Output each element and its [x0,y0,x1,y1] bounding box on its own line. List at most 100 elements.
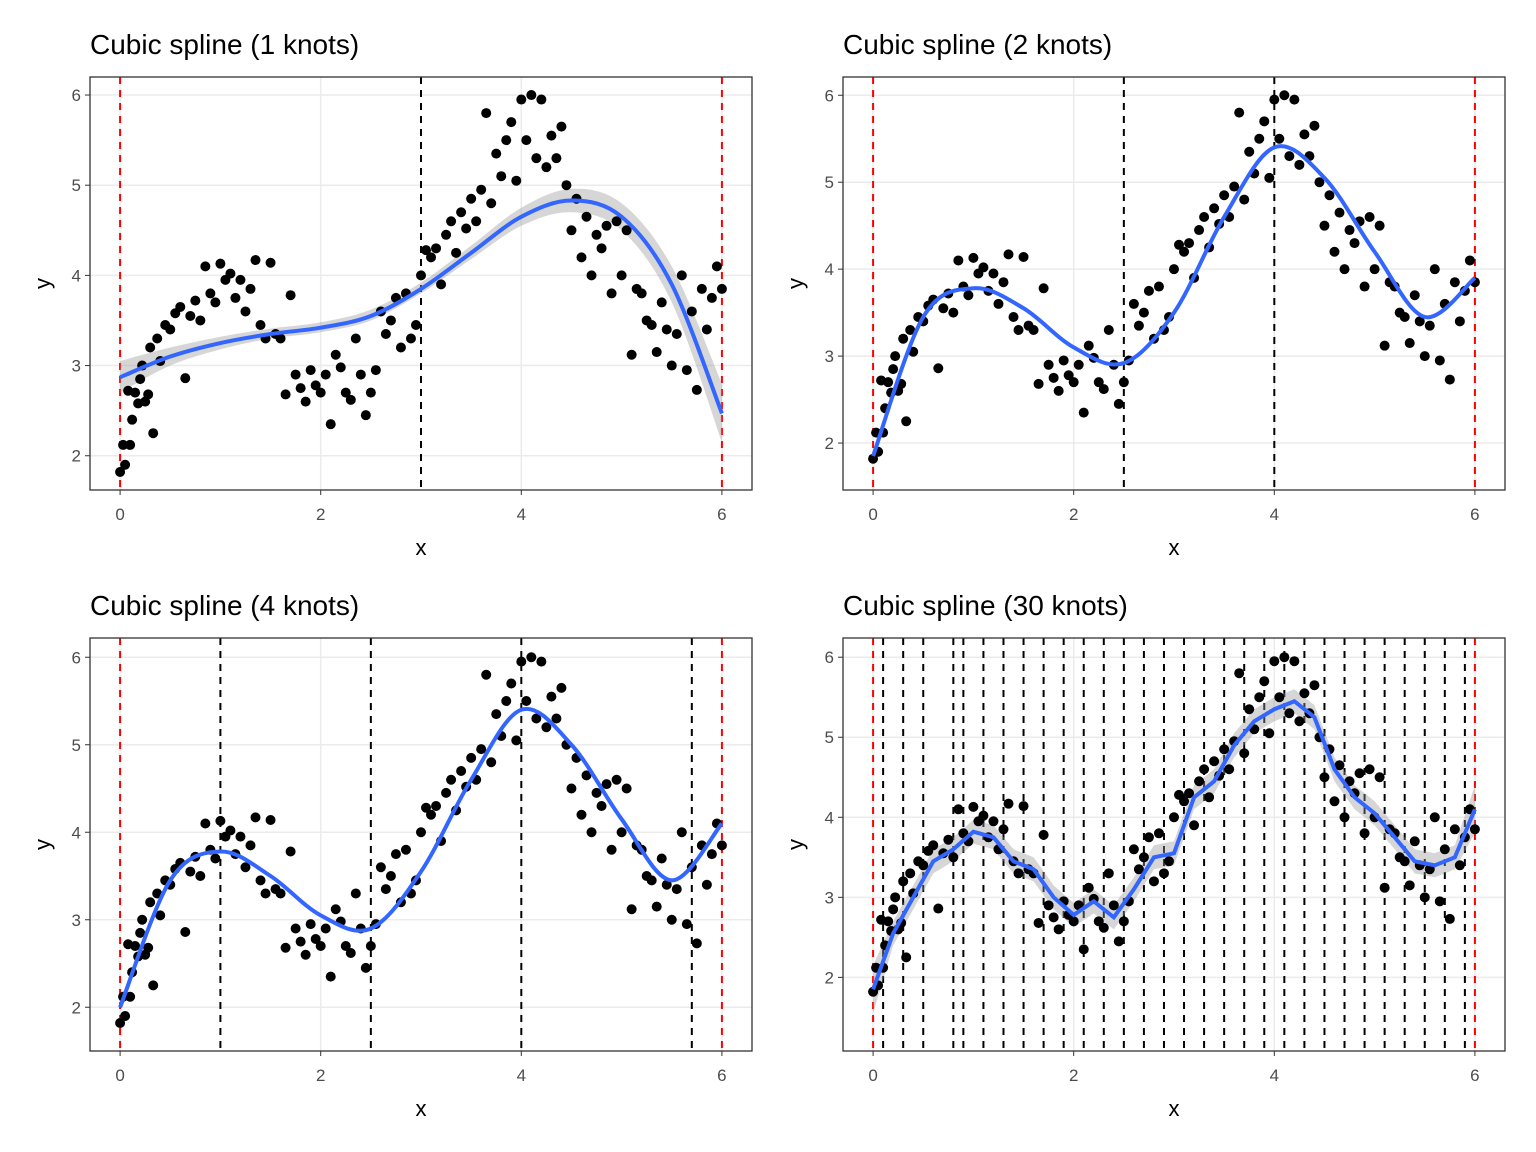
data-point [265,815,276,825]
data-point [888,904,899,915]
x-tick-label: 2 [316,1066,325,1085]
data-point [491,148,502,159]
data-point [1329,796,1340,807]
y-tick-label: 4 [72,266,81,285]
x-tick-label: 6 [1470,1066,1479,1085]
data-point [1083,340,1094,351]
data-point [1464,255,1475,266]
data-point [1058,355,1069,366]
data-point [1158,868,1169,879]
data-point [1254,692,1265,703]
data-point [215,815,226,826]
data-point [883,916,894,927]
data-point [255,319,266,330]
y-tick-label: 3 [72,357,81,376]
data-point [1364,211,1375,222]
data-point [621,783,632,794]
data-point [280,942,291,953]
x-tick-label: 6 [717,505,726,524]
x-axis-label: x [1169,535,1180,560]
data-point [1103,868,1114,879]
data-point [1003,798,1014,809]
data-point [1284,151,1295,162]
data-point [511,175,522,186]
data-point [200,818,211,829]
data-point [325,419,336,430]
data-point [235,831,246,842]
data-point [230,292,241,303]
data-point [1013,868,1024,879]
y-tick-label: 6 [825,86,834,105]
data-point [1194,225,1205,236]
data-point [626,349,637,360]
spline-fit [118,706,724,1008]
data-point [576,252,587,263]
data-point [636,288,647,299]
data-point [551,713,562,724]
data-point [1118,377,1129,388]
data-point [143,389,154,400]
data-point [360,410,371,421]
spline-fit [119,198,724,415]
data-point [1179,796,1190,807]
spline-fit [871,698,1477,991]
data-point [365,941,376,951]
y-tick-label: 4 [72,823,81,842]
data-point [400,844,411,855]
data-point [350,888,361,899]
data-point [1219,744,1230,755]
data-point [365,387,376,398]
data-point [385,871,396,881]
data-point [898,333,909,344]
x-tick-label: 2 [1069,505,1078,524]
data-point [1444,913,1455,924]
data-point [127,414,138,425]
data-point [616,270,627,281]
data-point [205,288,216,299]
data-point [988,268,999,279]
data-point [135,374,146,385]
data-point [245,840,256,851]
data-point [516,94,527,105]
data-point [137,914,148,925]
data-point [556,682,567,693]
data-point [476,184,487,195]
data-point [661,879,672,890]
panel-border [842,637,1506,1052]
data-point [310,380,321,391]
data-point [1279,90,1290,101]
data-point [938,303,949,314]
data-point [1148,876,1159,887]
spline-fit [871,144,1477,457]
data-point [486,757,497,768]
data-point [405,333,416,344]
data-point [491,709,502,720]
data-point [1379,882,1390,893]
data-point [1349,238,1360,249]
data-point [340,387,351,398]
data-point [1043,900,1054,911]
data-point [601,779,612,790]
data-point [651,347,662,358]
data-point [421,245,432,256]
y-tick-label: 3 [825,888,834,907]
data-point [1284,708,1295,719]
y-tick-label: 5 [825,173,834,192]
data-point [335,362,346,373]
data-point [130,387,141,398]
data-point [581,211,592,222]
data-point [581,770,592,781]
panel: Cubic spline (30 knots) 2 3 4 5 6 0 2 4 6 x y [783,590,1506,1121]
data-point [611,774,622,785]
data-point [531,153,542,164]
y-tick-label: 2 [825,968,834,987]
data-point [1013,325,1024,336]
data-point [1399,311,1410,322]
data-point [461,223,472,234]
data-point [1138,852,1149,863]
data-point [998,824,1009,835]
data-point [1008,311,1019,322]
data-point [868,453,879,464]
data-point [1429,812,1440,823]
data-point [300,396,311,407]
